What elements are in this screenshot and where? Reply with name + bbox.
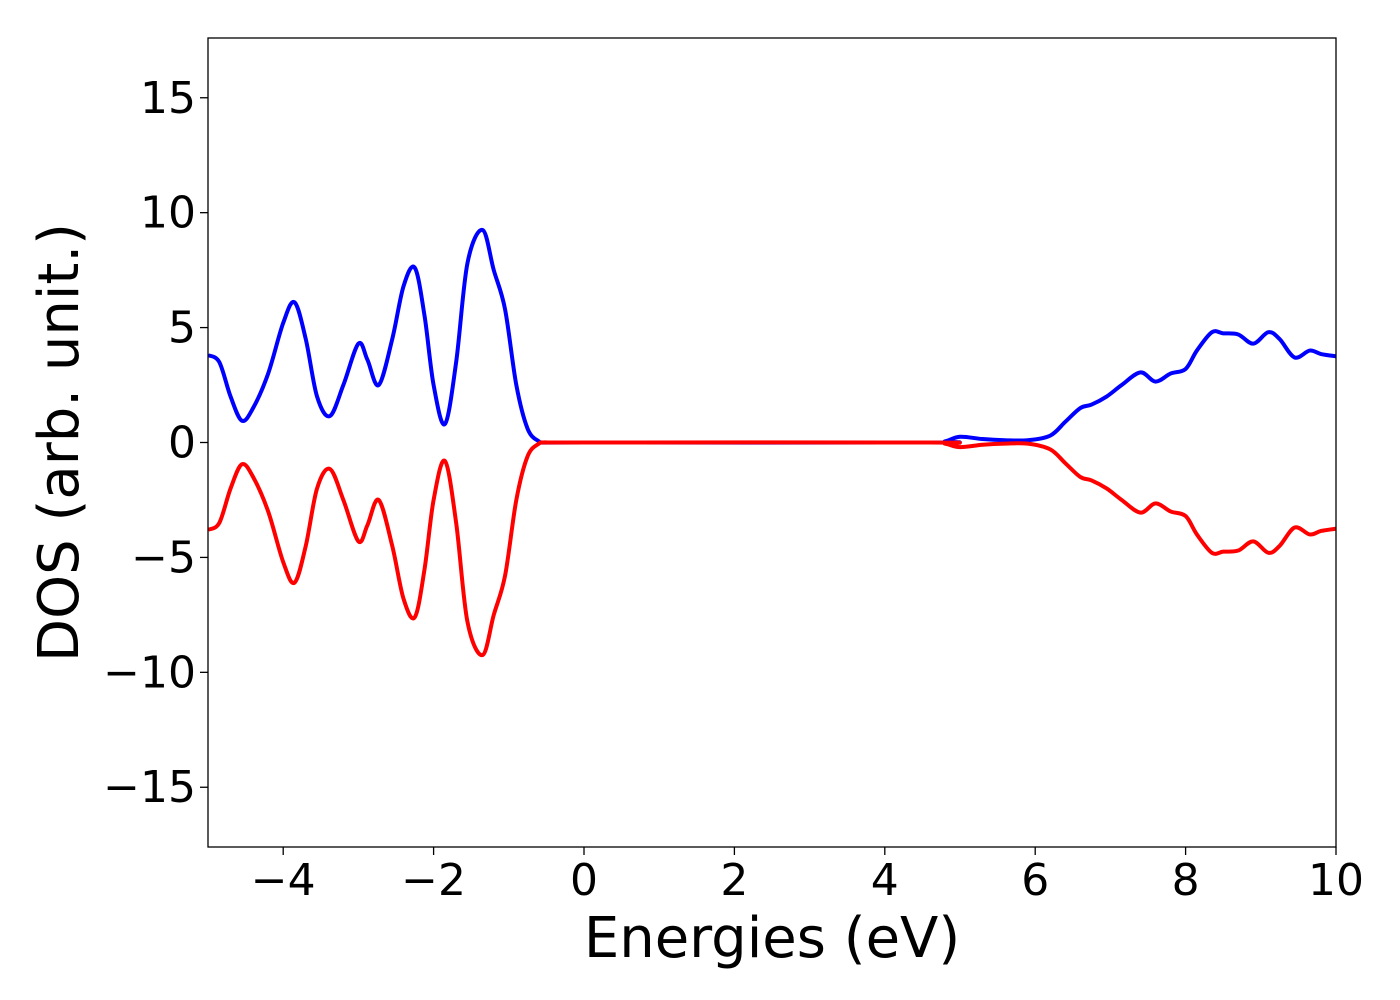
x-tick-label: 0 [570, 855, 598, 906]
y-axis-label: DOS (arb. unit.) [27, 223, 92, 662]
x-tick-label: 2 [720, 855, 748, 906]
x-tick-label: −4 [251, 855, 316, 906]
y-tick-label: −10 [103, 647, 196, 698]
x-tick-label: 6 [1021, 855, 1049, 906]
plot-frame [207, 37, 1337, 848]
y-tick-label: −15 [103, 762, 196, 813]
plot-area [208, 227, 1336, 658]
x-axis-label: Energies (eV) [584, 906, 960, 971]
x-tick-label: 8 [1172, 855, 1200, 906]
y-tick-label: −5 [131, 532, 196, 583]
x-tick-label: 4 [871, 855, 899, 906]
y-tick-label: 0 [168, 418, 196, 469]
x-tick-label: 10 [1308, 855, 1364, 906]
axis-ticks: −4 −2 0 2 4 6 8 10 15 10 5 0 −5 −10 −15 [103, 73, 1364, 906]
dos-spin-up-line [208, 227, 1336, 445]
y-tick-label: 15 [140, 73, 196, 124]
y-tick-label: 5 [168, 303, 196, 354]
x-tick-label: −2 [401, 855, 466, 906]
dos-spin-down-line [208, 440, 1336, 658]
y-tick-label: 10 [140, 188, 196, 239]
